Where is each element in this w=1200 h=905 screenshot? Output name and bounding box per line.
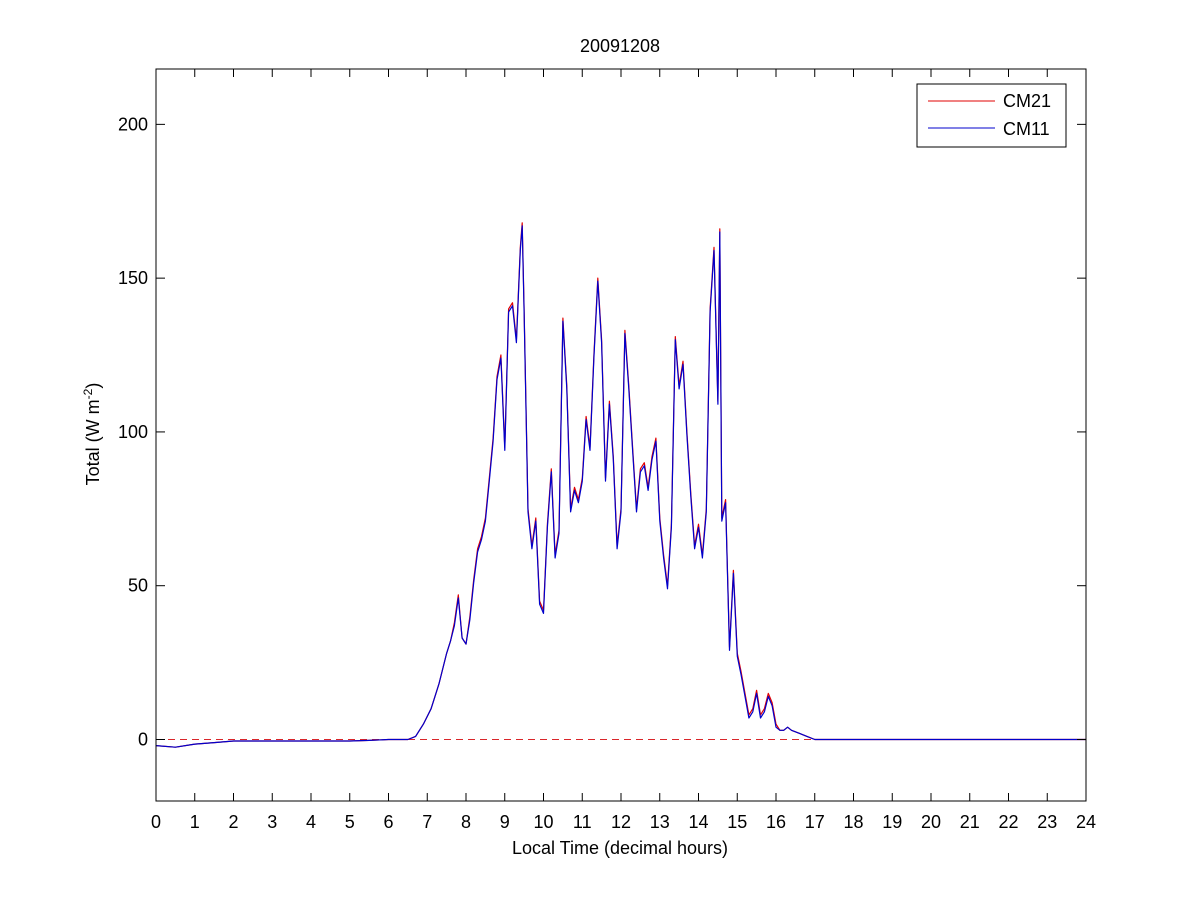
y-axis-label-close: ) [83, 383, 103, 389]
y-tick-label: 0 [138, 729, 148, 749]
x-tick-label: 19 [882, 812, 902, 832]
y-axis-label-main: Total (W m [83, 399, 103, 485]
x-tick-label: 20 [921, 812, 941, 832]
x-tick-label: 16 [766, 812, 786, 832]
x-tick-label: 13 [650, 812, 670, 832]
x-tick-label: 7 [422, 812, 432, 832]
x-tick-label: 11 [573, 812, 592, 832]
x-tick-label: 10 [533, 812, 553, 832]
x-tick-label: 5 [345, 812, 355, 832]
x-tick-label: 9 [500, 812, 510, 832]
x-tick-label: 2 [228, 812, 238, 832]
legend-label-cm11: CM11 [1003, 119, 1050, 139]
legend-label-cm21: CM21 [1003, 91, 1051, 111]
plot-area: 0 1 2 3 4 5 6 7 8 9 10 11 12 13 14 15 16 17 18 19 20 21 22 23 24… [118, 68, 1096, 832]
x-tick-label: 12 [611, 812, 631, 832]
x-tick-label: 18 [843, 812, 863, 832]
chart-title: 20091208 [580, 36, 660, 56]
x-tick-label: 21 [960, 812, 980, 832]
x-tick-label: 23 [1037, 812, 1057, 832]
x-tick-label: 22 [998, 812, 1018, 832]
x-tick-label: 14 [688, 812, 708, 832]
y-tick-label: 50 [128, 576, 148, 596]
x-tick-label: 8 [461, 812, 471, 832]
y-tick-label: 100 [118, 422, 148, 442]
x-axis-label: Local Time (decimal hours) [512, 838, 728, 858]
y-axis-label: Total (W m-2) [81, 383, 103, 486]
x-tick-label: 4 [306, 812, 316, 832]
x-tick-label: 6 [383, 812, 393, 832]
x-tick-label: 17 [805, 812, 825, 832]
legend-box [916, 83, 1067, 148]
x-tick-label: 15 [727, 812, 747, 832]
x-tick-label: 24 [1076, 812, 1096, 832]
y-axis-label-superscript: -2 [81, 388, 95, 399]
y-tick-label: 150 [118, 268, 148, 288]
x-tick-label: 1 [190, 812, 200, 832]
legend: CM21 CM11 [916, 83, 1067, 148]
x-tick-label: 3 [267, 812, 277, 832]
x-tick-label: 0 [151, 812, 161, 832]
series-line-cm11 [155, 225, 1086, 748]
y-tick-label: 200 [118, 114, 148, 134]
